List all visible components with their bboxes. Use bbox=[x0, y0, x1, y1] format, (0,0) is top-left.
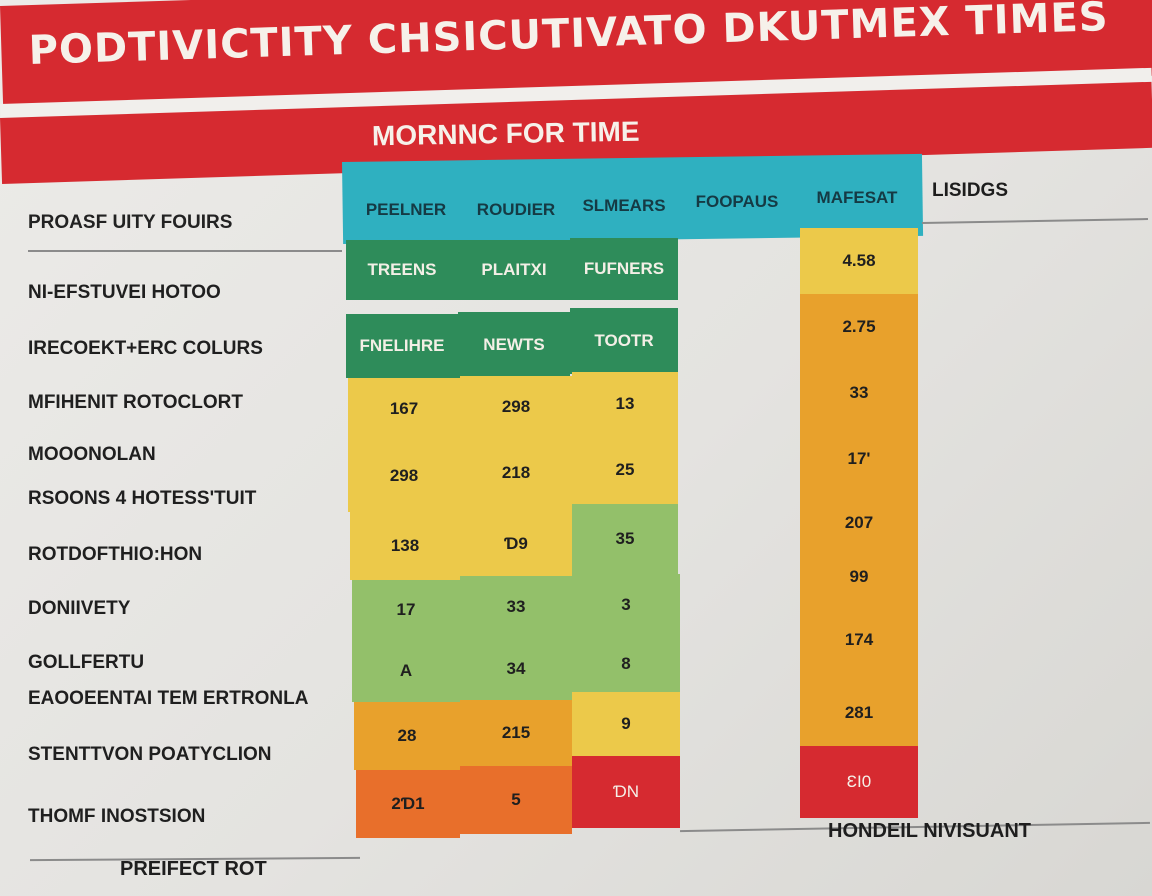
row-label: MFIHENIT ROTOCLORT bbox=[28, 392, 243, 413]
grid-cell: Ɗ9 bbox=[460, 508, 572, 580]
side-value-cell: 281 bbox=[800, 680, 918, 746]
grid-cell: 13 bbox=[572, 372, 678, 436]
grid-cell: 33 bbox=[460, 576, 572, 638]
poster-subtitle: MORNNC FOR TIME bbox=[371, 115, 640, 152]
grid-cell: 298 bbox=[348, 440, 460, 512]
row-label: THOMF INOSTSION bbox=[28, 806, 206, 827]
grid-header-cell: FNELIHRE bbox=[346, 314, 458, 378]
grid-cell: 9 bbox=[572, 692, 680, 756]
grid-header-cell: TREENS bbox=[346, 240, 458, 300]
column-header: ROUDIER bbox=[476, 200, 556, 219]
side-header: LISIDGS bbox=[932, 180, 1009, 201]
grid-header-cell: TOOTR bbox=[570, 308, 678, 374]
grid-cell: 2Ɗ1 bbox=[356, 770, 460, 838]
row-label: NI-EFSTUVEI HOTOO bbox=[28, 282, 221, 303]
grid-cell: 298 bbox=[460, 376, 572, 438]
grid-header-cell: FUFNERS bbox=[570, 238, 678, 300]
grid-cell: 17 bbox=[352, 580, 460, 640]
grid-cell: 8 bbox=[572, 636, 680, 692]
grid-cell: 138 bbox=[350, 512, 460, 580]
row-label: MOOONOLAN bbox=[28, 444, 156, 465]
grid-cell: 35 bbox=[572, 504, 678, 574]
header-rule bbox=[28, 250, 342, 252]
side-value-cell: 174 bbox=[800, 600, 918, 680]
row-label: STENTTVON POATYCLION bbox=[28, 744, 272, 765]
footer-left-label: PREIFECT ROT bbox=[120, 858, 267, 880]
grid-cell: ƊN bbox=[572, 756, 680, 828]
column-header: FOOPAUS bbox=[695, 192, 779, 211]
grid-cell: A bbox=[352, 640, 460, 702]
grid-cell: 215 bbox=[460, 700, 572, 766]
grid-cell: 28 bbox=[354, 702, 460, 770]
grid-header-cell: PLAITXI bbox=[458, 240, 570, 300]
side-value-cell: 99 bbox=[800, 554, 918, 600]
grid-cell: 3 bbox=[572, 574, 680, 636]
grid-cell: 218 bbox=[460, 438, 572, 508]
side-value-cell: 17' bbox=[800, 426, 918, 492]
row-header: PROASF UITY FOUIRS bbox=[28, 212, 233, 233]
grid-cell: 5 bbox=[460, 766, 572, 834]
side-value-cell: ƐI0 bbox=[800, 746, 918, 818]
row-label: IRECOEKT+ERC COLURS bbox=[28, 338, 263, 359]
grid-cell: 25 bbox=[572, 436, 678, 504]
column-header: SLMEARS bbox=[582, 196, 666, 215]
row-label: EAOOEENTAI TEM ERTRONLA bbox=[28, 688, 309, 709]
grid-cell: 167 bbox=[348, 378, 460, 440]
row-label: ROTDOFTHIO:HON bbox=[28, 544, 203, 565]
row-label: RSOONS 4 HOTESS'TUIT bbox=[28, 488, 257, 509]
footer-right-label: HONDEIL NIVISUANT bbox=[828, 820, 1031, 842]
grid-cell: 34 bbox=[460, 638, 572, 700]
row-label: GOLLFERTU bbox=[28, 652, 145, 673]
column-header: PEELNER bbox=[365, 200, 447, 219]
side-value-cell: 207 bbox=[800, 492, 918, 554]
side-header-rule bbox=[922, 218, 1148, 224]
grid-header-cell: NEWTS bbox=[458, 312, 570, 378]
column-header: MAFESAT bbox=[816, 188, 898, 207]
side-value-cell: 4.58 bbox=[800, 228, 918, 294]
side-value-cell: 33 bbox=[800, 360, 918, 426]
side-value-cell: 2.75 bbox=[800, 294, 918, 360]
row-label: DONIIVETY bbox=[28, 598, 131, 619]
